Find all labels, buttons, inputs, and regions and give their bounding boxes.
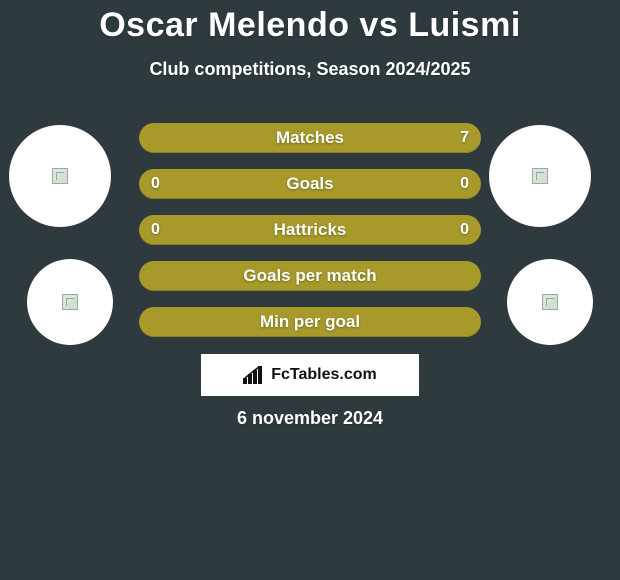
stat-label: Goals bbox=[286, 174, 333, 194]
date-text: 6 november 2024 bbox=[0, 408, 620, 429]
stat-label: Min per goal bbox=[260, 312, 360, 332]
page-title: Oscar Melendo vs Luismi bbox=[0, 0, 620, 45]
stat-label: Goals per match bbox=[243, 266, 376, 286]
stat-label: Hattricks bbox=[274, 220, 347, 240]
stat-label: Matches bbox=[276, 128, 344, 148]
stat-row: Goals per match bbox=[139, 261, 481, 291]
stat-right-value: 0 bbox=[460, 175, 469, 193]
stat-row: Matches 7 bbox=[139, 123, 481, 153]
stat-right-value: 0 bbox=[460, 221, 469, 239]
image-placeholder-icon bbox=[542, 294, 558, 310]
stat-bars: Matches 7 0 Goals 0 0 Hattricks 0 Goals … bbox=[139, 123, 481, 353]
stat-left-value: 0 bbox=[151, 175, 160, 193]
fctables-chart-icon bbox=[243, 366, 265, 384]
stat-row: Min per goal bbox=[139, 307, 481, 337]
player1-photo-top bbox=[9, 125, 111, 227]
stat-row: 0 Goals 0 bbox=[139, 169, 481, 199]
page-subtitle: Club competitions, Season 2024/2025 bbox=[0, 59, 620, 80]
comparison-card: Oscar Melendo vs Luismi Club competition… bbox=[0, 0, 620, 580]
image-placeholder-icon bbox=[62, 294, 78, 310]
image-placeholder-icon bbox=[52, 168, 68, 184]
player2-photo-top bbox=[489, 125, 591, 227]
image-placeholder-icon bbox=[532, 168, 548, 184]
stat-right-value: 7 bbox=[460, 129, 469, 147]
source-logo: FcTables.com bbox=[201, 354, 419, 396]
player1-photo-bottom bbox=[27, 259, 113, 345]
source-logo-text: FcTables.com bbox=[271, 366, 377, 384]
player2-photo-bottom bbox=[507, 259, 593, 345]
stat-row: 0 Hattricks 0 bbox=[139, 215, 481, 245]
stat-left-value: 0 bbox=[151, 221, 160, 239]
